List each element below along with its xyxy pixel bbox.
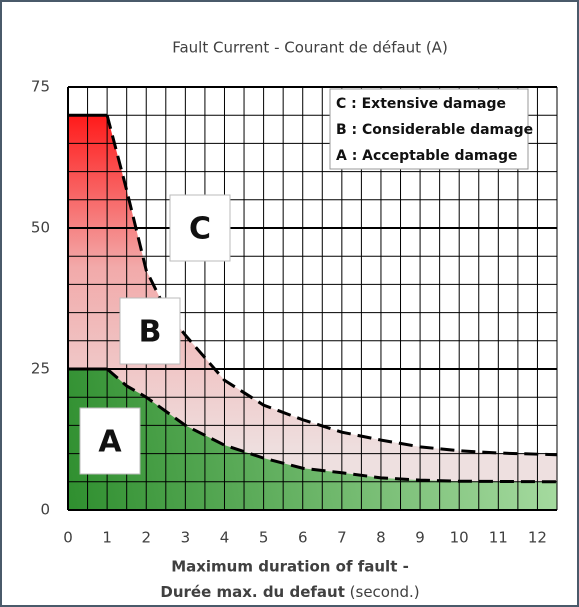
x-tick-label: 1: [102, 529, 112, 547]
x-tick-label: 5: [259, 529, 269, 547]
x-tick-label: 0: [63, 529, 73, 547]
legend-box: [329, 88, 529, 170]
legend-entry: B : Considerable damage: [336, 122, 533, 138]
x-axis-label: Maximum duration of fault -: [171, 558, 409, 576]
x-axis-label: Durée max. du defaut (second.): [160, 583, 419, 601]
zone-label: B: [139, 315, 162, 350]
zone-area: [68, 115, 557, 510]
x-tick-label: 8: [376, 529, 386, 547]
x-tick-label: 11: [489, 529, 508, 547]
zone-box: [169, 194, 231, 262]
x-tick-label: 12: [528, 529, 547, 547]
x-tick-label: 6: [298, 529, 308, 547]
x-tick-label: 4: [220, 529, 230, 547]
limit-curve: [106, 367, 558, 484]
legend-entry: A : Acceptable damage: [336, 148, 517, 164]
zone-label: C: [189, 212, 211, 247]
x-tick-label: 10: [450, 529, 469, 547]
y-tick-label: 25: [31, 360, 50, 378]
x-axis-unit: (second.): [350, 583, 420, 601]
x-tick-label: 7: [337, 529, 347, 547]
zone-box: [119, 297, 181, 365]
zone-box: [79, 407, 141, 475]
legend-entry: C : Extensive damage: [336, 96, 506, 112]
limit-curve: [105, 114, 558, 457]
zone-area: [68, 369, 557, 510]
x-axis-label-bold: Durée max. du defaut: [160, 583, 345, 601]
y-tick-label: 50: [31, 219, 50, 237]
y-tick-label: 0: [40, 501, 50, 519]
chart-title: Fault Current - Courant de défaut (A): [172, 39, 448, 57]
zone-label: A: [98, 425, 122, 460]
x-tick-label: 2: [141, 529, 151, 547]
y-tick-label: 75: [31, 78, 50, 96]
x-tick-label: 9: [415, 529, 425, 547]
x-tick-label: 3: [181, 529, 191, 547]
